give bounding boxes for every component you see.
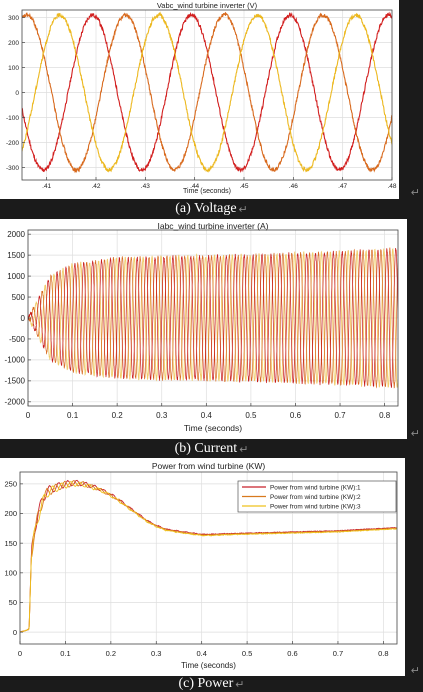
power-chart: 0 0.1 0.2 0.3 0.4 0.5 0.6 0.7 0.8 0 50 100 150 200 250…	[4, 461, 398, 670]
y-tick-label: -500	[9, 335, 26, 344]
x-tick-label: 0	[18, 649, 22, 658]
x-tick-label: 0.8	[378, 649, 388, 658]
power-caption: (c) Power ↵	[0, 676, 423, 692]
x-tick-label: .44	[190, 183, 199, 190]
x-tick-label: 0.5	[245, 411, 257, 420]
chart-title: Iabc_wind turbine inverter (A)	[157, 221, 268, 231]
voltage-caption-return-mark: ↵	[238, 203, 248, 216]
voltage-edge-return-mark: ↵	[410, 187, 420, 199]
power-caption-text: (c) Power	[178, 676, 234, 691]
x-tick-label: 0.7	[334, 411, 346, 420]
y-tick-label: -100	[6, 115, 19, 122]
y-tick-label: 1000	[7, 272, 25, 281]
x-tick-label: .47	[338, 183, 347, 190]
x-tick-label: 0.2	[112, 411, 124, 420]
x-tick-label: 0.1	[67, 411, 79, 420]
current-chart: 0 0.1 0.2 0.3 0.4 0.5 0.6 0.7 0.8 -2000 -1500 -1000…	[5, 221, 399, 433]
plot-frame	[21, 9, 393, 181]
y-tick-label: 250	[4, 479, 17, 488]
x-tick-label: 0.6	[287, 649, 297, 658]
x-tick-label: .42	[91, 183, 100, 190]
voltage-series-line	[22, 11, 392, 174]
voltage-series-line	[22, 11, 392, 173]
plot-frame	[19, 471, 398, 645]
x-tick-label: .41	[42, 183, 51, 190]
y-tick-label: 0	[21, 314, 26, 323]
y-tick-label: 500	[12, 293, 26, 302]
x-tick-label: 0.5	[242, 649, 252, 658]
y-tick-label: -1000	[5, 356, 26, 365]
x-tick-label: .45	[239, 183, 248, 190]
plot-area	[22, 10, 392, 180]
voltage-chart: .41 .42 .43 .44 .45 .46 .47 .48 -300 -200 -100 0 100…	[6, 1, 397, 195]
x-tick-label: 0.7	[333, 649, 343, 658]
x-tick-label: 0.1	[60, 649, 70, 658]
voltage-caption: (a) Voltage ↵	[0, 201, 423, 217]
x-tick-label: .48	[387, 183, 396, 190]
y-tick-label: -200	[6, 140, 19, 147]
voltage-series-line	[22, 11, 392, 173]
y-tick-label: 1500	[7, 251, 25, 260]
legend-entry: Power from wind turbine (KW):1	[270, 484, 361, 491]
current-caption: (b) Current ↵	[0, 441, 423, 457]
x-tick-label: 0.8	[379, 411, 391, 420]
x-axis-label: Time (seconds)	[184, 423, 242, 433]
y-tick-label: 200	[8, 40, 19, 47]
current-edge-return-mark: ↵	[410, 428, 420, 440]
chart-title: Vabc_wind turbine inverter (V)	[157, 1, 258, 10]
y-tick-label: 2000	[7, 230, 25, 239]
y-tick-label: -300	[6, 165, 19, 172]
y-tick-label: 50	[9, 598, 17, 607]
power-edge-return-mark: ↵	[410, 665, 420, 677]
legend-entry: Power from wind turbine (KW):2	[270, 494, 361, 501]
y-tick-label: 0	[15, 90, 19, 97]
current-chart-panel: 0 0.1 0.2 0.3 0.4 0.5 0.6 0.7 0.8 -2000 -1500 -1000…	[0, 219, 407, 439]
y-tick-label: 100	[8, 65, 19, 72]
y-tick-label: 300	[8, 15, 19, 22]
y-tick-label: 0	[13, 628, 17, 637]
x-tick-label: 0.3	[156, 411, 168, 420]
y-tick-label: 200	[4, 509, 17, 518]
voltage-chart-panel: .41 .42 .43 .44 .45 .46 .47 .48 -300 -200 -100 0 100…	[0, 0, 399, 199]
voltage-caption-text: (a) Voltage	[175, 201, 237, 216]
power-caption-return-mark: ↵	[235, 678, 245, 691]
power-series-line	[20, 481, 397, 633]
x-tick-label: 0.6	[290, 411, 302, 420]
y-tick-label: 100	[4, 568, 17, 577]
current-caption-text: (b) Current	[174, 441, 238, 456]
y-tick-label: -1500	[5, 377, 26, 386]
current-series-line	[28, 247, 398, 388]
chart-title: Power from wind turbine (KW)	[152, 461, 266, 471]
x-axis-label: Time (seconds)	[181, 661, 236, 670]
x-tick-label: .43	[141, 183, 150, 190]
current-caption-return-mark: ↵	[239, 443, 249, 456]
x-axis-label: Time (seconds)	[183, 188, 231, 195]
legend-entry: Power from wind turbine (KW):3	[270, 503, 361, 510]
x-tick-label: .46	[289, 183, 298, 190]
x-tick-label: 0.2	[106, 649, 116, 658]
x-tick-label: 0.3	[151, 649, 161, 658]
y-tick-label: -2000	[5, 398, 26, 407]
power-chart-panel: 0 0.1 0.2 0.3 0.4 0.5 0.6 0.7 0.8 0 50 100 150 200 250…	[0, 458, 405, 676]
y-tick-label: 150	[4, 539, 17, 548]
x-tick-label: 0	[26, 411, 31, 420]
x-tick-label: 0.4	[201, 411, 213, 420]
x-tick-label: 0.4	[196, 649, 206, 658]
